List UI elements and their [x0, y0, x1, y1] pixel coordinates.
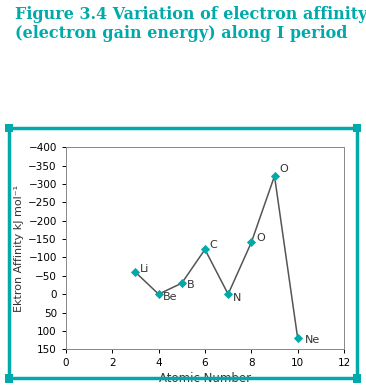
Point [202, 246, 208, 253]
Text: B: B [186, 280, 194, 290]
Point [156, 291, 161, 297]
Y-axis label: Ektron Affinity kJ mol⁻¹: Ektron Affinity kJ mol⁻¹ [14, 185, 24, 312]
Text: (electron gain energy) along I period: (electron gain energy) along I period [15, 25, 347, 42]
Point [132, 269, 138, 275]
X-axis label: Atomic Number: Atomic Number [159, 372, 251, 385]
Text: Li: Li [140, 264, 149, 274]
Text: O: O [279, 165, 288, 175]
Text: Be: Be [163, 292, 178, 302]
Text: Ne: Ne [305, 335, 320, 345]
Text: O: O [256, 233, 265, 243]
Point [272, 173, 277, 179]
Text: C: C [210, 240, 217, 250]
Point [249, 239, 254, 246]
Text: N: N [233, 293, 241, 303]
Point [225, 291, 231, 297]
Point [295, 335, 300, 341]
Text: Figure 3.4 Variation of electron affinity: Figure 3.4 Variation of electron affinit… [15, 6, 366, 23]
Point [179, 280, 185, 286]
